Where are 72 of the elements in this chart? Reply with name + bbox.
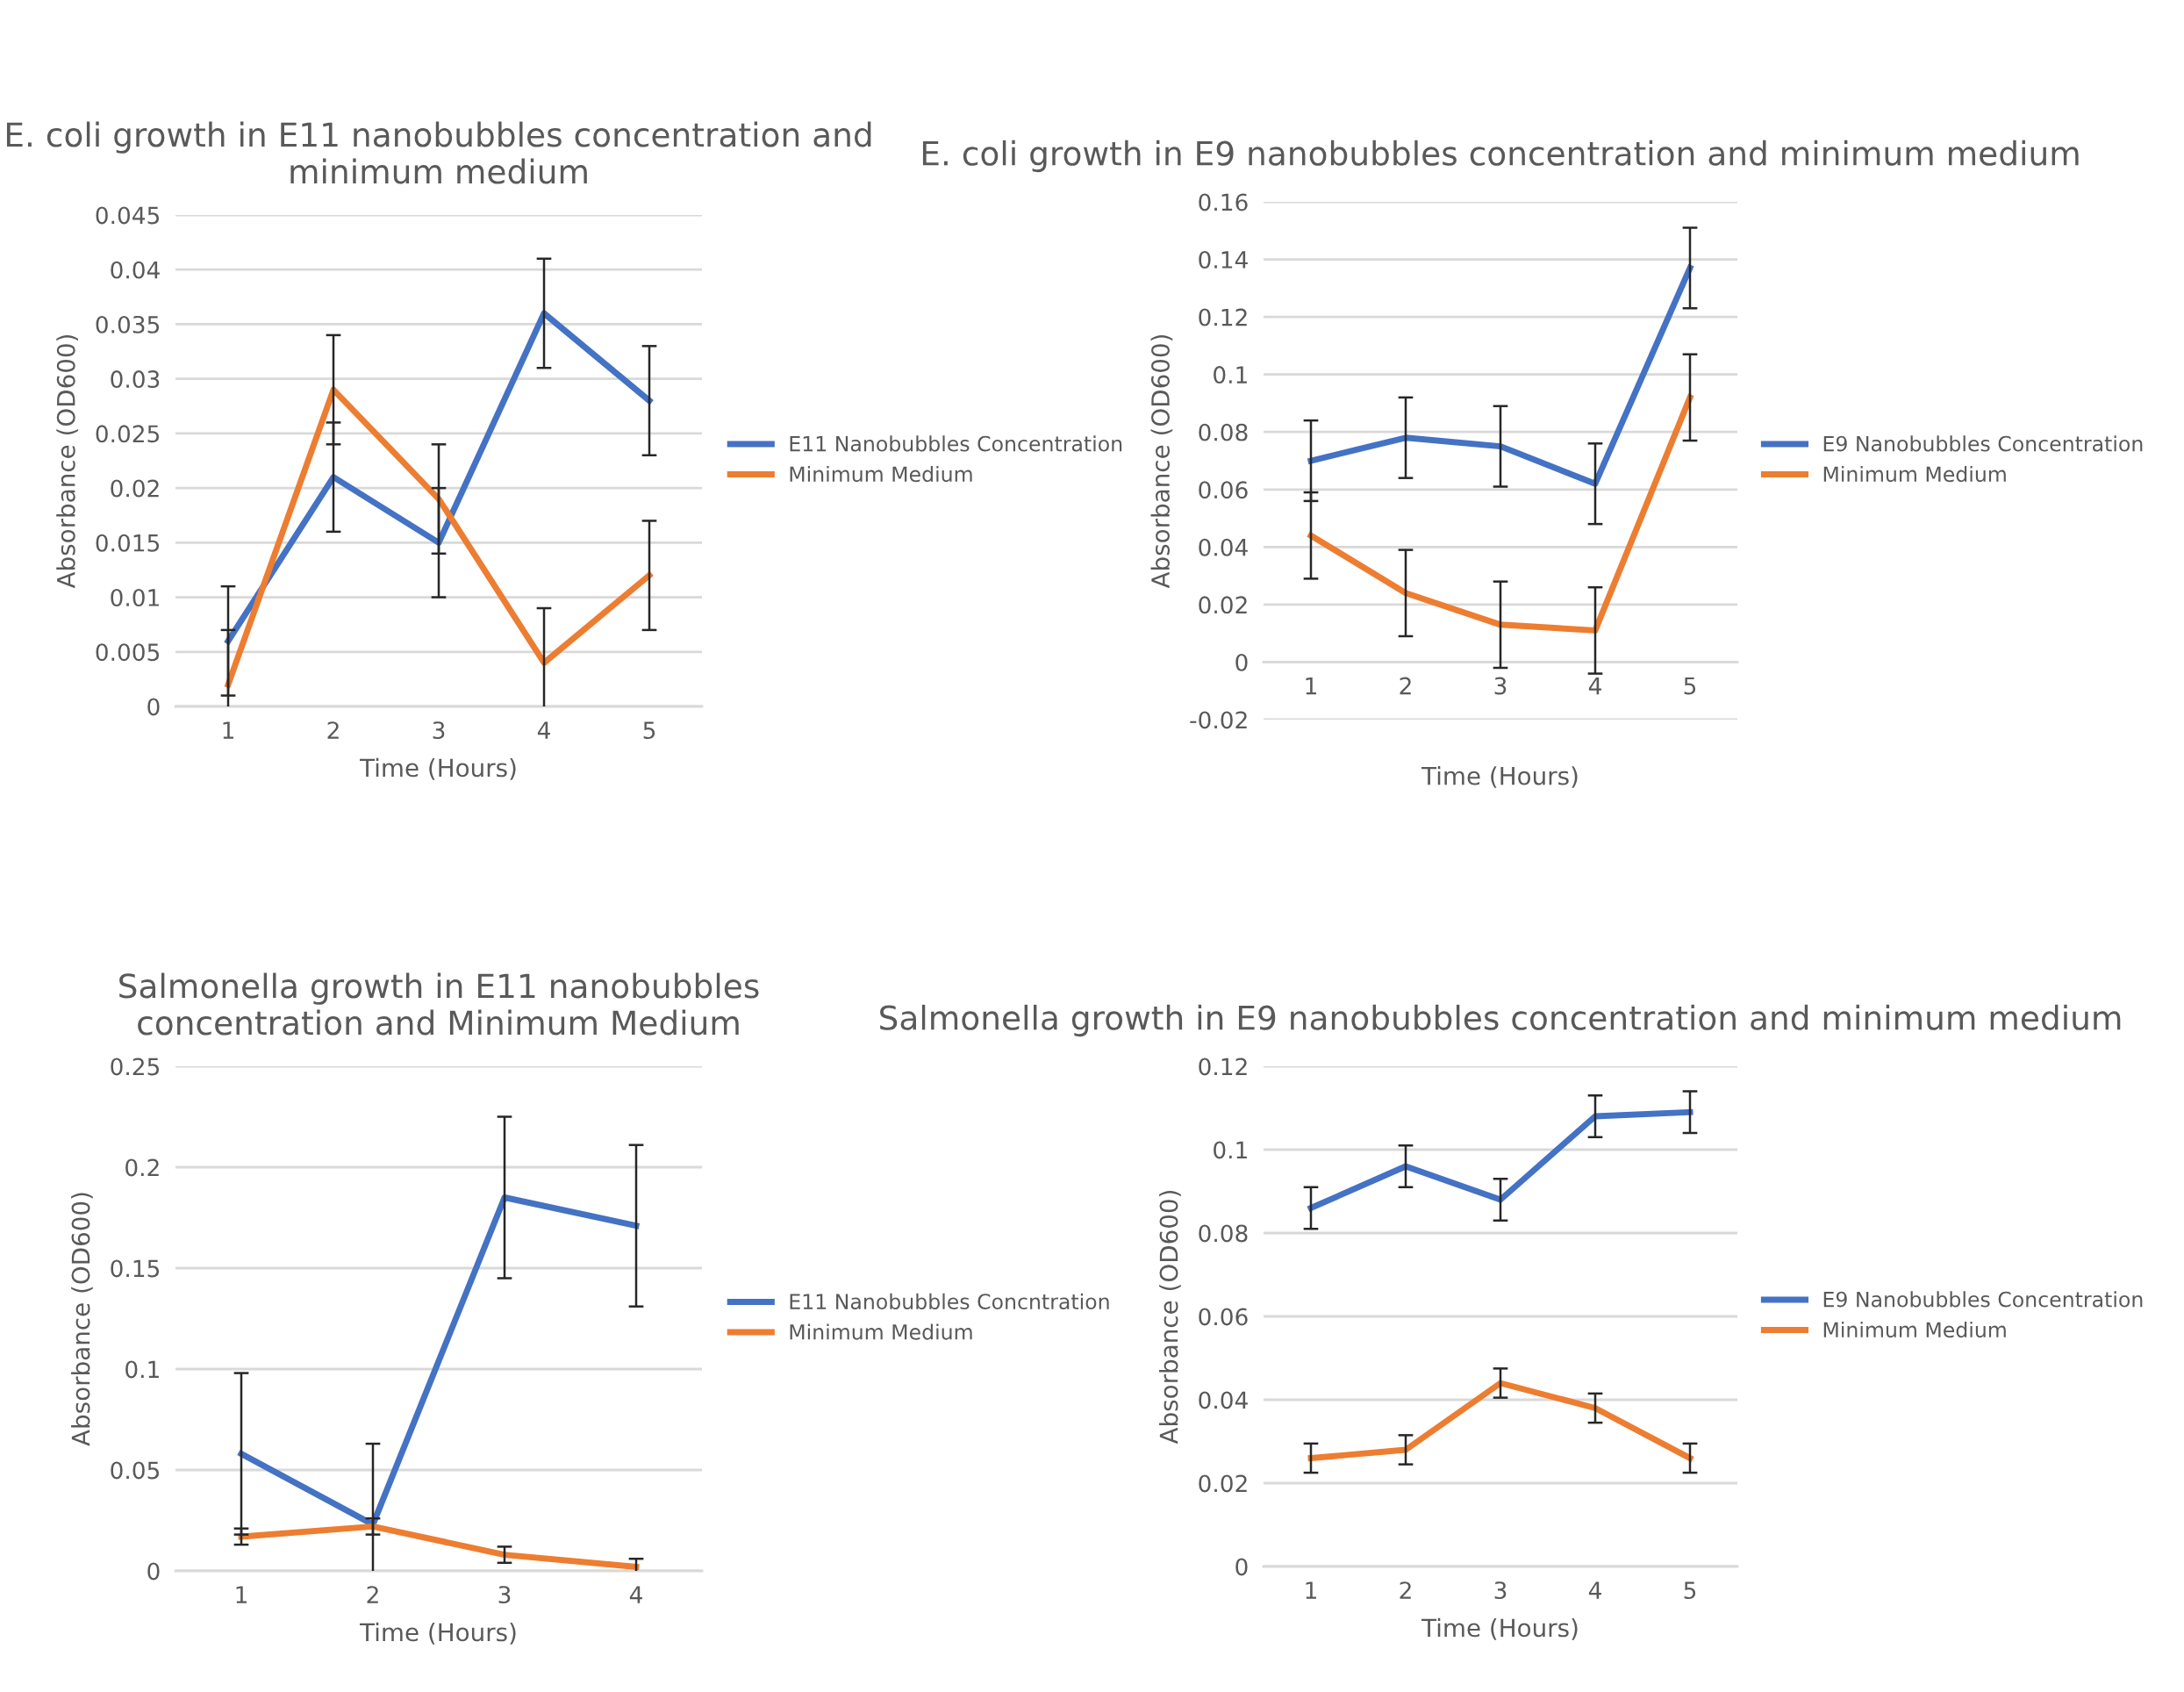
y-axis-title: Absorbance (OD600)	[1150, 334, 1173, 589]
chart-title: Salmonella growth in E9 nanobubbles concentration and minimum medium	[880, 1004, 2121, 1037]
y-tick-label: 0.035	[96, 315, 160, 333]
legend-label: E11 Nanobubbles Concentration	[790, 435, 1122, 452]
y-axis-title: Absorbance (OD600)	[1159, 1190, 1181, 1445]
legend-label: E11 Nanobubbles Concntration	[790, 1293, 1109, 1310]
x-tick-label: 4	[1588, 1581, 1601, 1599]
y-tick-label: 0.045	[96, 206, 160, 225]
y-tick-label: 0	[1235, 1558, 1248, 1576]
chart-title: E. coli growth in E11 nanobubbles concentration and minimum medium	[6, 121, 871, 184]
y-tick-label: -0.02	[1190, 711, 1247, 729]
y-tick-label: 0.08	[1199, 1224, 1248, 1243]
x-tick-label: 2	[367, 1586, 378, 1603]
x-tick-label: 2	[1400, 1581, 1411, 1599]
y-tick-label: 0	[147, 1562, 160, 1581]
y-tick-label: 0.005	[96, 643, 160, 662]
y-tick-label: 0.12	[1199, 1058, 1247, 1076]
y-tick-label: 0.04	[1199, 1391, 1248, 1409]
legend-label: Minimum Medium	[1823, 465, 2006, 483]
x-tick-label: 5	[1684, 677, 1696, 695]
chart-title: E. coli growth in E9 nanobubbles concentration and minimum medium	[922, 140, 2079, 173]
y-tick-label: 0.08	[1199, 423, 1248, 441]
x-tick-label: 4	[1588, 677, 1601, 695]
y-tick-label: 0.12	[1199, 308, 1247, 326]
y-tick-label: 0.16	[1199, 193, 1248, 212]
y-tick-label: 0.1	[1214, 1141, 1247, 1159]
y-axis-title: Absorbance (OD600)	[56, 334, 79, 589]
x-tick-label: 2	[1400, 677, 1411, 695]
y-tick-label: 0.1	[1214, 366, 1247, 384]
x-axis-title: Time (Hours)	[359, 1622, 516, 1645]
y-tick-label: 0	[1235, 653, 1248, 671]
legend-label: Minimum Medium	[790, 1323, 972, 1340]
y-tick-label: 0.06	[1199, 481, 1248, 499]
x-tick-label: 4	[537, 721, 550, 739]
y-tick-label: 0.04	[111, 261, 160, 279]
y-tick-label: 0.04	[1199, 538, 1248, 556]
x-tick-label: 2	[327, 721, 339, 739]
y-tick-label: 0.1	[125, 1360, 159, 1379]
x-tick-label: 1	[236, 1586, 247, 1603]
chart-title: Salmonella growth in E11 nanobubbles concentration and Minimum Medium	[119, 972, 759, 1036]
y-tick-label: 0.14	[1199, 251, 1248, 269]
x-tick-label: 4	[629, 1586, 642, 1603]
y-tick-label: 0.06	[1199, 1308, 1248, 1326]
y-tick-label: 0	[147, 698, 160, 716]
x-tick-label: 5	[1684, 1581, 1696, 1600]
x-tick-label: 3	[498, 1586, 511, 1604]
x-tick-label: 3	[1494, 677, 1507, 695]
x-tick-label: 1	[1306, 1581, 1316, 1599]
x-axis-title: Time (Hours)	[1421, 766, 1578, 788]
y-tick-label: 0.2	[125, 1158, 159, 1177]
y-tick-label: 0.02	[1199, 1474, 1247, 1493]
x-tick-label: 3	[433, 721, 445, 740]
y-tick-label: 0.25	[111, 1058, 160, 1076]
legend-label: E9 Nanobubbles Concentration	[1823, 1291, 2143, 1308]
y-tick-label: 0.02	[111, 479, 159, 498]
y-tick-label: 0.025	[96, 425, 160, 443]
legend-label: Minimum Medium	[790, 465, 972, 483]
x-tick-label: 3	[1494, 1581, 1507, 1600]
y-tick-label: 0.15	[111, 1259, 160, 1278]
legend-label: E9 Nanobubbles Concentration	[1823, 435, 2143, 452]
x-axis-title: Time (Hours)	[359, 757, 516, 780]
y-tick-label: 0.015	[96, 534, 160, 552]
x-tick-label: 5	[643, 721, 655, 740]
y-tick-label: 0.01	[111, 589, 159, 606]
x-tick-label: 1	[1306, 677, 1316, 695]
x-axis-title: Time (Hours)	[1421, 1617, 1578, 1640]
y-tick-label: 0.03	[111, 370, 160, 389]
y-tick-label: 0.05	[111, 1461, 160, 1480]
x-tick-label: 1	[223, 721, 233, 739]
y-tick-label: 0.02	[1199, 596, 1247, 614]
legend-label: Minimum Medium	[1823, 1321, 2006, 1338]
y-axis-title: Absorbance (OD600)	[71, 1193, 93, 1446]
